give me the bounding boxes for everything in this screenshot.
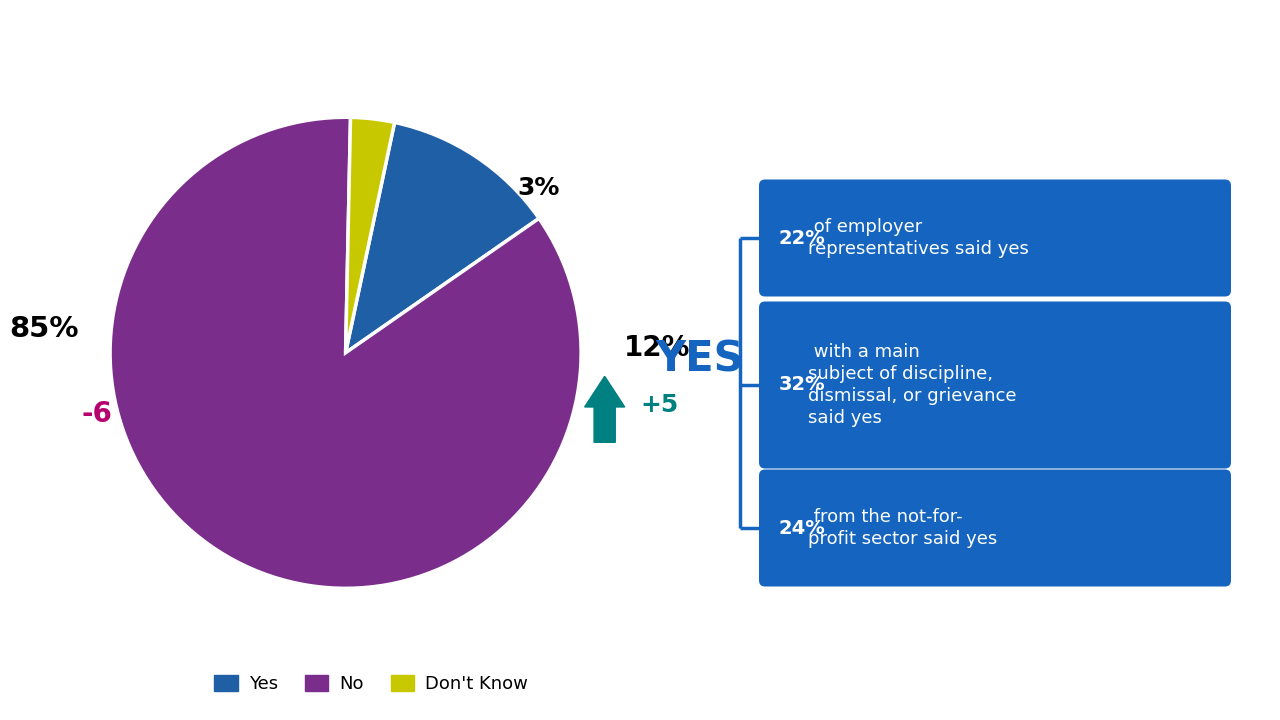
Text: 12%: 12% (623, 334, 690, 362)
Text: 32%: 32% (780, 376, 826, 395)
Text: +5: +5 (640, 392, 678, 417)
Text: of employer
representatives said yes: of employer representatives said yes (808, 218, 1028, 258)
Text: 85%: 85% (9, 315, 79, 343)
Wedge shape (346, 117, 394, 353)
Text: -6: -6 (82, 400, 113, 428)
FancyBboxPatch shape (759, 179, 1231, 297)
Text: 22%: 22% (780, 228, 826, 248)
Text: 3%: 3% (517, 176, 559, 200)
Wedge shape (110, 117, 581, 588)
FancyBboxPatch shape (759, 302, 1231, 469)
Text: YES: YES (655, 339, 744, 381)
FancyArrow shape (0, 377, 32, 442)
Wedge shape (346, 122, 539, 353)
Text: with a main
subject of discipline,
dismissal, or grievance
said yes: with a main subject of discipline, dismi… (808, 343, 1016, 427)
Text: 24%: 24% (780, 518, 826, 538)
Text: from the not-for-
profit sector said yes: from the not-for- profit sector said yes (808, 508, 997, 548)
Legend: Yes, No, Don't Know: Yes, No, Don't Know (207, 667, 535, 701)
FancyBboxPatch shape (759, 469, 1231, 587)
FancyArrow shape (585, 377, 625, 442)
